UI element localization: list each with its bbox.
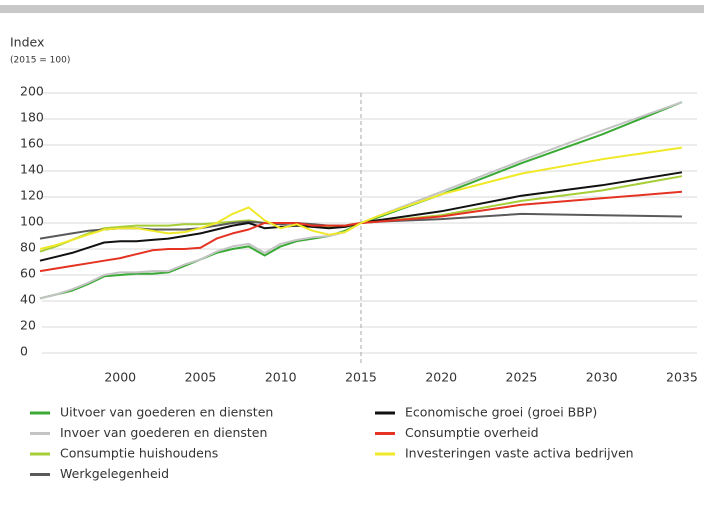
legend-label: Economische groei (groei BBP) [405, 405, 597, 420]
legend-label: Werkgelegenheid [60, 466, 169, 481]
series-line [39, 101, 683, 300]
x-tick-label: 2005 [185, 370, 217, 385]
series-line [39, 190, 683, 273]
x-tick-label: 2010 [265, 370, 297, 385]
legend-label: Investeringen vaste activa bedrijven [405, 446, 634, 461]
y-tick-label: 40 [20, 292, 36, 307]
y-axis-label: Index [10, 35, 44, 50]
series-line [39, 146, 683, 250]
y-tick-label: 0 [20, 344, 28, 359]
y-tick-label: 140 [20, 162, 44, 177]
y-tick-label: 120 [20, 188, 44, 203]
y-tick-label: 20 [20, 318, 36, 333]
x-tick-label: 2015 [345, 370, 377, 385]
x-tick-label: 2030 [586, 370, 618, 385]
y-tick-label: 80 [20, 240, 36, 255]
y-tick-label: 60 [20, 266, 36, 281]
series-line [39, 171, 683, 262]
y-tick-label: 100 [20, 214, 44, 229]
y-axis-sublabel: (2015 = 100) [10, 56, 70, 66]
x-tick-label: 2035 [666, 370, 698, 385]
legend-label: Uitvoer van goederen en diensten [60, 405, 273, 420]
top-bar [0, 5, 704, 13]
y-tick-label: 200 [20, 84, 44, 99]
legend-label: Invoer van goederen en diensten [60, 425, 267, 440]
x-tick-label: 2020 [425, 370, 457, 385]
x-tick-label: 2000 [104, 370, 136, 385]
x-tick-label: 2025 [506, 370, 538, 385]
y-tick-label: 160 [20, 136, 44, 151]
legend-label: Consumptie overheid [405, 425, 539, 440]
legend-label: Consumptie huishoudens [60, 446, 218, 461]
y-tick-label: 180 [20, 110, 44, 125]
